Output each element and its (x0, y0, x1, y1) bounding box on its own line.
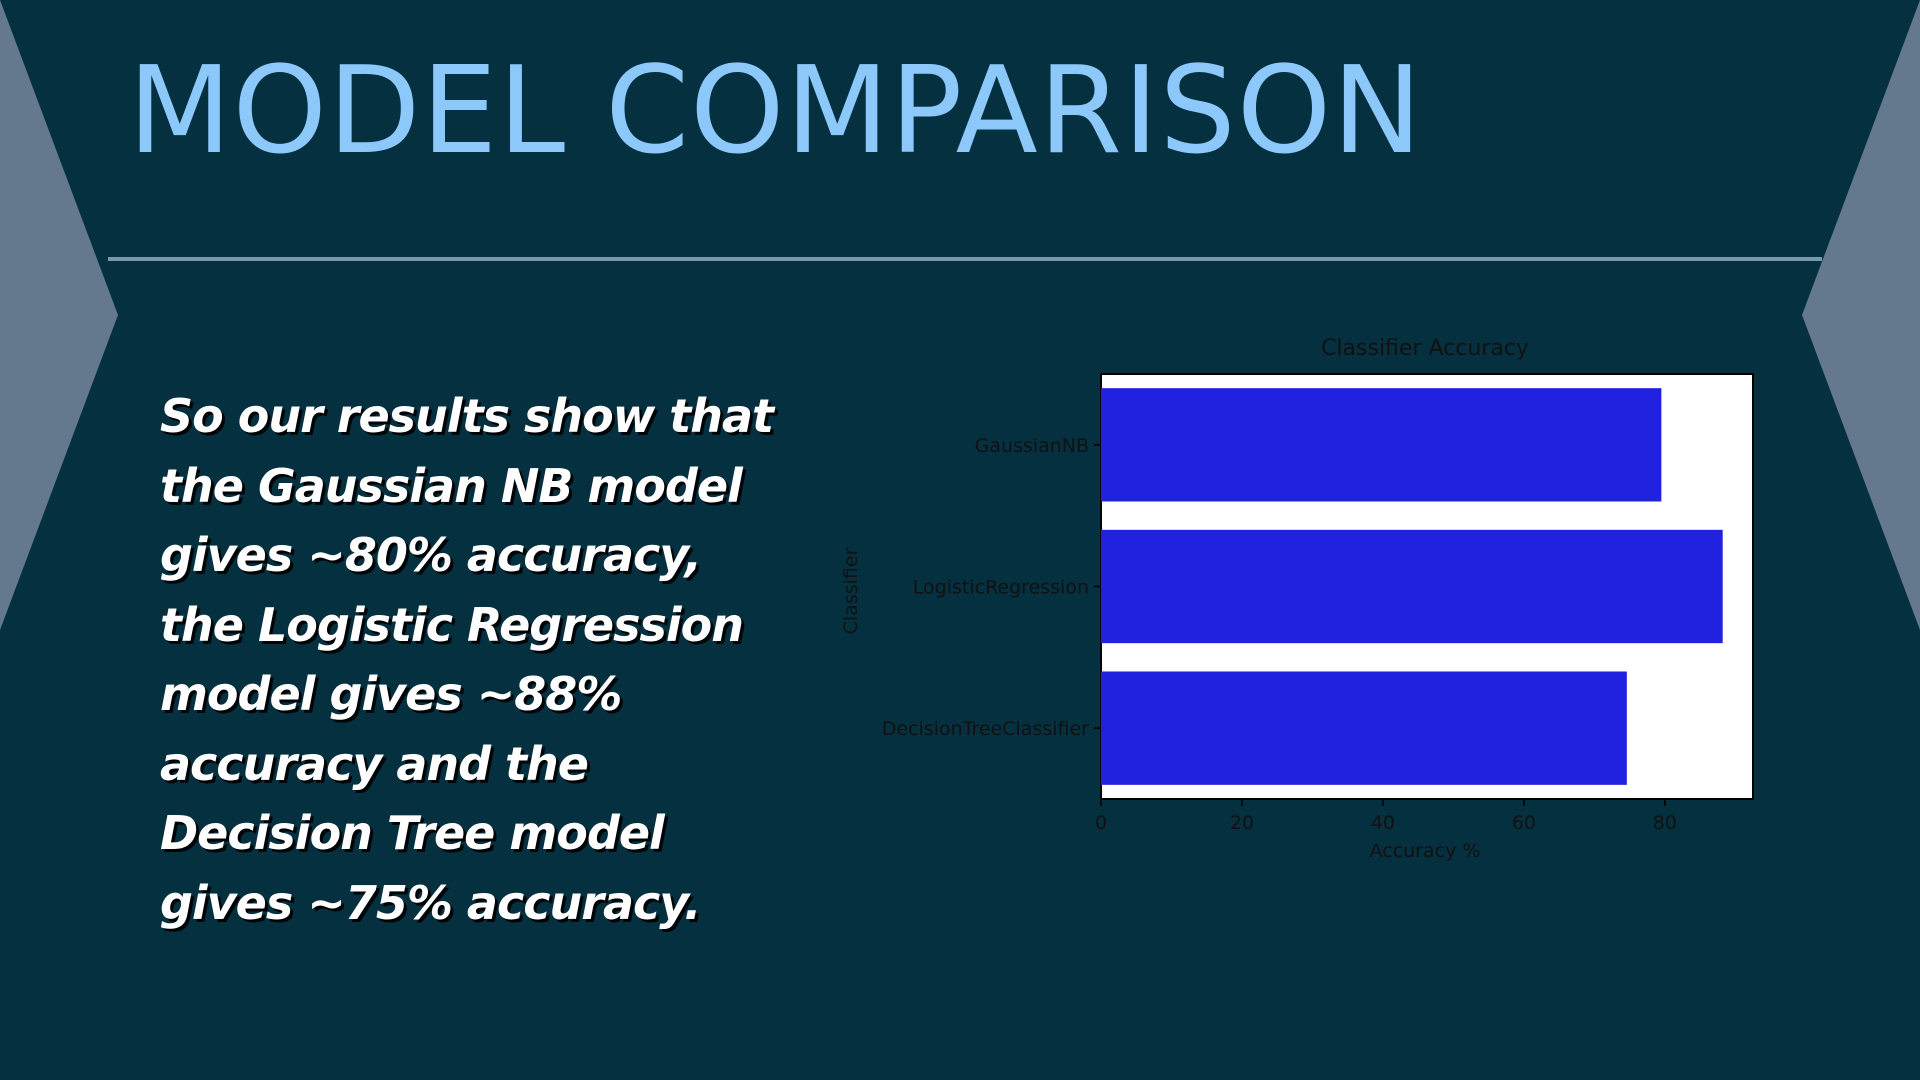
bar-logisticregression (1101, 529, 1723, 644)
x-tick-label: 20 (1230, 812, 1254, 834)
chart-title: Classifier Accuracy (1321, 336, 1529, 361)
title-divider (108, 257, 1822, 261)
x-tick-label: 60 (1512, 812, 1536, 834)
y-tick-label: GaussianNB (975, 435, 1089, 457)
x-tick-label: 40 (1371, 812, 1395, 834)
left-chevron-decoration (0, 0, 118, 630)
x-axis-label: Accuracy % (1370, 840, 1481, 862)
right-chevron-decoration (1802, 0, 1920, 630)
y-axis-label: Classifier (840, 547, 862, 634)
slide-title: MODEL COMPARISON (128, 42, 1423, 181)
x-tick-label: 0 (1095, 812, 1107, 834)
bar-decisiontreeclassifier (1101, 671, 1627, 785)
y-tick-label: DecisionTreeClassifier (882, 718, 1089, 740)
y-tick-label: LogisticRegression (913, 577, 1089, 599)
x-tick-label: 80 (1653, 812, 1677, 834)
classifier-accuracy-chart: Classifier Accuracy GaussianNB LogisticRe… (840, 336, 1754, 862)
bar-gaussiannb (1101, 388, 1662, 502)
results-summary: So our results show that the Gaussian NB… (160, 389, 774, 930)
